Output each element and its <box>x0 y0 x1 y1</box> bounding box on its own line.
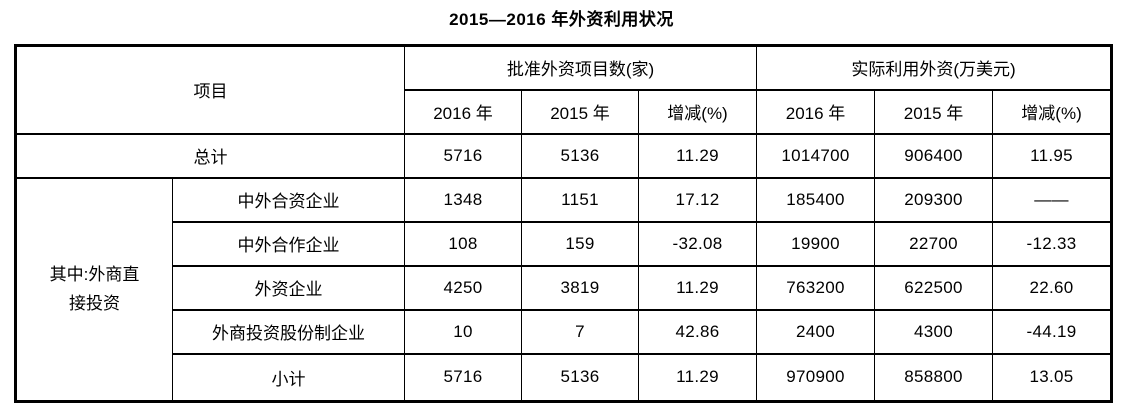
table-cell: -44.19 <box>992 308 1113 355</box>
table-cell: 22700 <box>874 220 994 267</box>
data-table: 项目 批准外资项目数(家) 实际利用外资(万美元) 2016 年 2015 年 … <box>14 44 1114 403</box>
table-cell: 1014700 <box>756 132 876 179</box>
header-approved-change: 增减(%) <box>637 88 758 135</box>
table-cell: 22.60 <box>992 264 1113 311</box>
row-group-label-fdi: 其中:外商直接投资 <box>15 176 173 403</box>
table-cell: 42.86 <box>637 308 758 355</box>
header-row-years: 2016 年 2015 年 增减(%) 2016 年 2015 年 增减(%) <box>16 88 1113 135</box>
row-label-total: 总计 <box>15 132 405 179</box>
table-cell: 5136 <box>521 352 639 403</box>
header-actual-2015: 2015 年 <box>874 88 994 135</box>
table-cell: 5136 <box>521 132 639 179</box>
table-cell: 13.05 <box>992 352 1113 403</box>
header-actual-2016: 2016 年 <box>756 88 876 135</box>
table-cell: 11.29 <box>637 264 758 311</box>
header-actual-group: 实际利用外资(万美元) <box>756 44 1113 91</box>
table-cell: 1151 <box>521 176 639 223</box>
page-title: 2015—2016 年外资利用状况 <box>449 10 674 29</box>
table-cell: 11.29 <box>637 352 758 403</box>
header-approved-group: 批准外资项目数(家) <box>403 44 758 91</box>
table-row-total: 总计 5716 5136 11.29 1014700 906400 11.95 <box>15 132 1113 179</box>
table-cell: 5716 <box>404 132 522 179</box>
table-cell: 622500 <box>874 264 994 311</box>
table-cell: 159 <box>521 220 639 267</box>
table-cell: 763200 <box>756 264 876 311</box>
table-cell: 4250 <box>404 264 522 311</box>
table-cell: 970900 <box>756 352 876 403</box>
table-cell: 906400 <box>874 132 994 179</box>
table-cell: 19900 <box>756 220 876 267</box>
table-cell: 11.95 <box>992 132 1113 179</box>
table-cell: 185400 <box>756 176 876 223</box>
table-cell: 108 <box>404 220 522 267</box>
header-approved-2016: 2016 年 <box>404 88 522 135</box>
row-label: 外商投资股份制企业 <box>172 308 405 355</box>
row-label-subtotal: 小计 <box>172 352 405 403</box>
table-cell: 858800 <box>874 352 994 403</box>
header-project: 项目 <box>15 44 405 135</box>
table-cell: 5716 <box>404 352 522 403</box>
row-label: 中外合作企业 <box>172 220 405 267</box>
table-cell: 11.29 <box>637 132 758 179</box>
table-cell: -32.08 <box>637 220 758 267</box>
table-cell: -12.33 <box>992 220 1113 267</box>
table-cell: 17.12 <box>637 176 758 223</box>
header-approved-2015: 2015 年 <box>521 88 639 135</box>
table-cell: 1348 <box>404 176 522 223</box>
table-cell: 4300 <box>874 308 994 355</box>
table-row-subtotal: 小计 5716 5136 11.29 970900 858800 13.05 <box>16 352 1113 403</box>
row-label: 外资企业 <box>172 264 405 311</box>
table-cell: 2400 <box>756 308 876 355</box>
table-row: 外商投资股份制企业 10 7 42.86 2400 4300 -44.19 <box>16 308 1113 355</box>
table-cell: 10 <box>404 308 522 355</box>
row-label: 中外合资企业 <box>172 176 405 223</box>
table-cell: 209300 <box>874 176 994 223</box>
header-row-groups: 项目 批准外资项目数(家) 实际利用外资(万美元) <box>15 44 1113 135</box>
table-row: 外资企业 4250 3819 11.29 763200 622500 22.60 <box>16 264 1113 311</box>
table-cell: 7 <box>521 308 639 355</box>
table-cell-dash: —— <box>992 176 1113 223</box>
table-row: 其中:外商直接投资 中外合资企业 1348 1151 17.12 185400 … <box>15 176 1113 403</box>
header-actual-change: 增减(%) <box>992 88 1113 135</box>
table-cell: 3819 <box>521 264 639 311</box>
table-row: 中外合作企业 108 159 -32.08 19900 22700 -12.33 <box>16 220 1113 267</box>
